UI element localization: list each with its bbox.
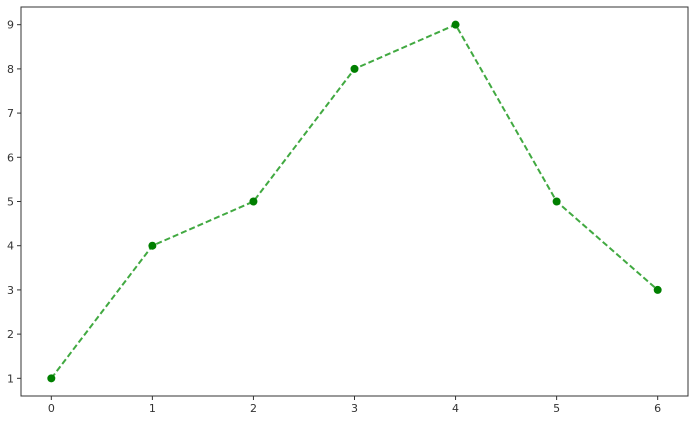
data-point [552, 197, 561, 206]
x-tick-label: 3 [351, 402, 358, 415]
x-tick-label: 4 [452, 402, 459, 415]
x-tick-label: 0 [48, 402, 55, 415]
x-tick-label: 6 [654, 402, 661, 415]
y-tick-label: 4 [7, 240, 14, 253]
data-point [148, 241, 157, 250]
y-tick-label: 6 [7, 151, 14, 164]
y-tick-label: 9 [7, 19, 14, 32]
y-tick-label: 3 [7, 284, 14, 297]
data-point [653, 285, 662, 294]
y-tick-label: 5 [7, 196, 14, 209]
x-tick-label: 1 [149, 402, 156, 415]
data-point [249, 197, 258, 206]
y-tick-label: 7 [7, 107, 14, 120]
y-tick-label: 1 [7, 372, 14, 385]
data-point [350, 64, 359, 73]
x-tick-label: 2 [250, 402, 257, 415]
data-point [47, 374, 56, 383]
y-tick-label: 8 [7, 63, 14, 76]
data-point [451, 20, 460, 29]
x-tick-label: 5 [553, 402, 560, 415]
y-tick-label: 2 [7, 328, 14, 341]
